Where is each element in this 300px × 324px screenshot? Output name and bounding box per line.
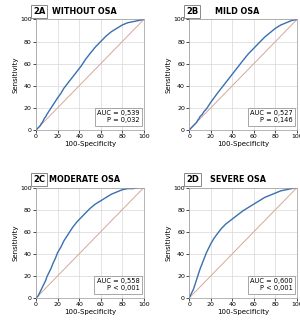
Text: AUC = 0,558
P < 0,001: AUC = 0,558 P < 0,001 [97,278,140,292]
Text: 2B: 2B [186,7,198,16]
Y-axis label: Sensitivity: Sensitivity [165,56,171,93]
Text: AUC = 0,600
P < 0,001: AUC = 0,600 P < 0,001 [250,278,293,292]
Text: WITHOUT OSA: WITHOUT OSA [52,7,117,16]
Text: AUC = 0,539
P = 0,032: AUC = 0,539 P = 0,032 [97,110,140,123]
X-axis label: 100-Specificity: 100-Specificity [64,309,116,315]
X-axis label: 100-Specificity: 100-Specificity [217,309,269,315]
Y-axis label: Sensitivity: Sensitivity [12,56,18,93]
Text: MODERATE OSA: MODERATE OSA [49,175,120,184]
Text: MILD OSA: MILD OSA [215,7,260,16]
Text: 2C: 2C [33,175,45,184]
Text: SEVERE OSA: SEVERE OSA [210,175,266,184]
Y-axis label: Sensitivity: Sensitivity [165,225,171,261]
Text: 2A: 2A [33,7,45,16]
Text: AUC = 0,527
P = 0,146: AUC = 0,527 P = 0,146 [250,110,293,123]
X-axis label: 100-Specificity: 100-Specificity [217,141,269,147]
Text: 2D: 2D [186,175,199,184]
X-axis label: 100-Specificity: 100-Specificity [64,141,116,147]
Y-axis label: Sensitivity: Sensitivity [12,225,18,261]
